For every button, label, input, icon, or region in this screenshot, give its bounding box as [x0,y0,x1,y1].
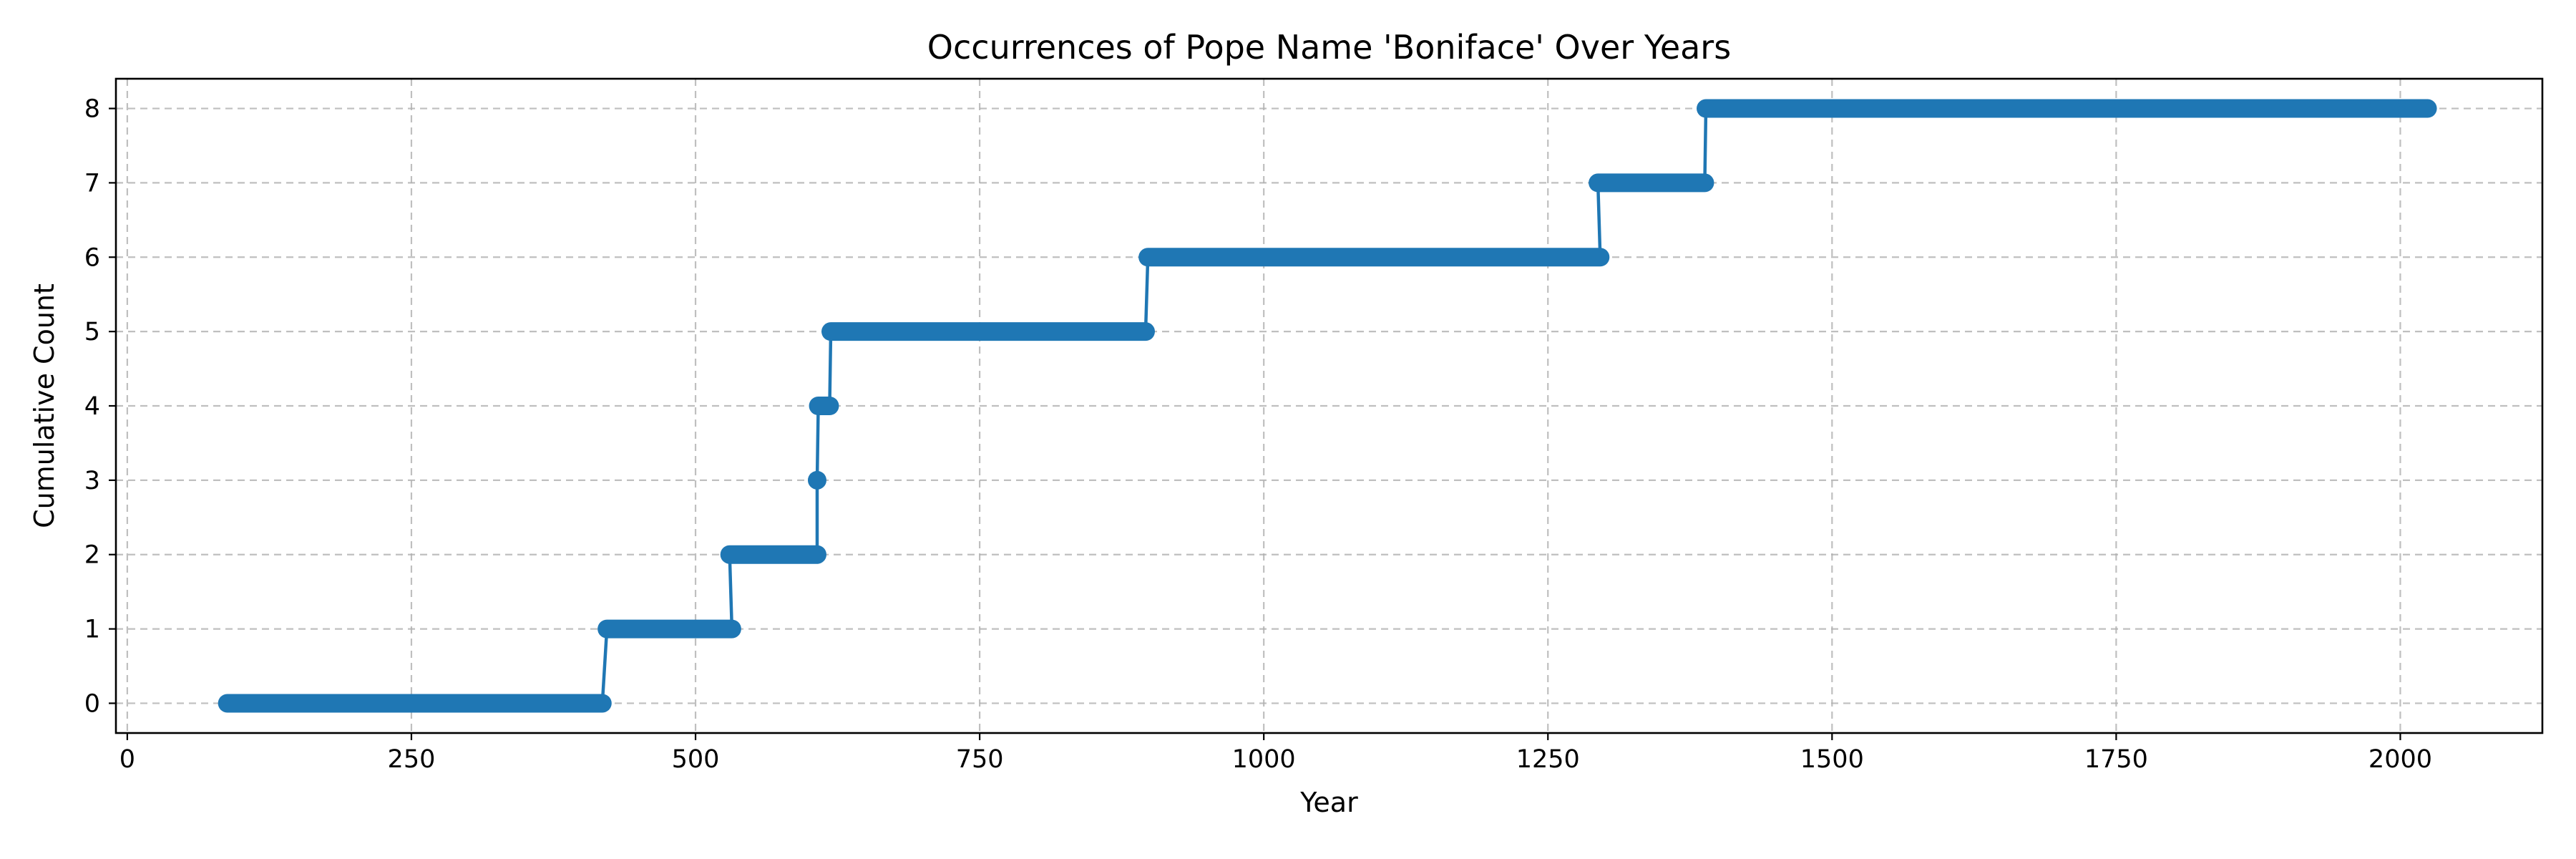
y-tick-label: 3 [84,467,100,495]
x-tick-label: 1500 [1800,745,1864,774]
y-tick-label: 7 [84,169,100,198]
x-tick-label: 750 [956,745,1004,774]
grid-layer [116,79,2542,733]
y-tick-label: 8 [84,95,100,124]
x-tick-label: 250 [388,745,436,774]
series-layer [218,99,2437,713]
x-tick-label: 1750 [2084,745,2148,774]
y-tick-label: 5 [84,318,100,346]
chart-title: Occurrences of Pope Name 'Boniface' Over… [927,28,1731,67]
y-tick-label: 4 [84,392,100,421]
y-tick-label: 2 [84,541,100,570]
y-tick-label: 0 [84,689,100,718]
x-tick-label: 0 [119,745,135,774]
x-axis-label: Year [1299,787,1358,818]
x-tick-label: 1250 [1516,745,1580,774]
y-tick-label: 1 [84,616,100,644]
x-tick-label: 2000 [2368,745,2432,774]
x-tick-label: 1000 [1232,745,1296,774]
y-tick-label: 6 [84,243,100,272]
series-boniface [218,99,2437,713]
x-tick-label: 500 [672,745,720,774]
tick-layer: 0 250 500 750 1000 1250 1500 1750 2000 0 1 2 3 4 5 6 7 8 [84,95,2432,774]
y-axis-label: Cumulative Count [29,283,60,528]
